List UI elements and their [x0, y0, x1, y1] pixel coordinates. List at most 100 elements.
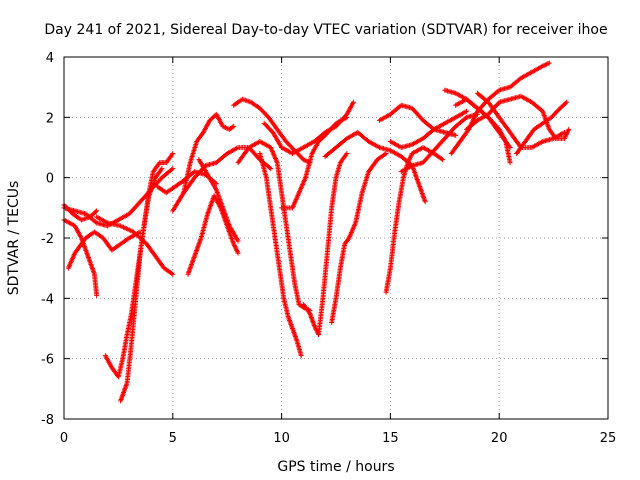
series-sat15: [257, 151, 304, 359]
data-point: [344, 114, 350, 120]
data-point: [261, 120, 267, 126]
data-point: [285, 141, 291, 147]
series-sat04: [65, 229, 143, 271]
data-point: [297, 153, 303, 159]
data-point: [548, 114, 554, 120]
series-sat28: [464, 93, 572, 141]
data-point: [554, 109, 560, 115]
data-point: [68, 209, 74, 215]
series-sat07: [102, 166, 165, 380]
series-sat29: [474, 90, 567, 150]
series-sat03: [61, 217, 100, 298]
data-point: [269, 128, 275, 134]
x-tick-label: 0: [60, 431, 68, 446]
data-point: [262, 121, 268, 127]
data-point: [94, 208, 100, 214]
data-point: [287, 143, 293, 149]
series-sat10: [185, 193, 241, 277]
data-point: [94, 292, 100, 298]
data-point: [555, 108, 561, 114]
data-point: [552, 111, 558, 117]
y-tick-label: 0: [46, 172, 54, 187]
series-sat17: [279, 114, 350, 211]
x-tick-label: 20: [491, 431, 508, 446]
data-point: [258, 106, 264, 112]
series-sat21: [383, 145, 446, 295]
data-point: [284, 140, 290, 146]
series-sat20: [322, 129, 428, 205]
series-sat06: [118, 151, 176, 404]
data-point: [235, 238, 241, 244]
series-sat23: [387, 108, 470, 150]
data-point: [64, 205, 70, 211]
data-point: [453, 132, 459, 138]
data-point: [350, 99, 356, 105]
chart-title: Day 241 of 2021, Sidereal Day-to-day VTE…: [44, 22, 607, 38]
series-sat11: [170, 145, 274, 214]
data-point: [231, 123, 237, 129]
data-point: [550, 113, 556, 119]
data-point: [267, 126, 273, 132]
data-point: [266, 125, 272, 131]
y-tick-label: 2: [46, 111, 54, 126]
data-point: [259, 108, 265, 114]
data-point: [170, 151, 176, 157]
y-tick-label: -8: [41, 413, 54, 428]
y-axis-label: SDTVAR / TECUs: [6, 181, 22, 296]
y-tick-label: -6: [41, 353, 54, 368]
series-sat05: [94, 214, 176, 277]
series-sat30: [514, 99, 570, 157]
data-point: [464, 108, 470, 114]
data-point: [63, 204, 69, 210]
data-point: [62, 203, 68, 209]
data-point: [262, 111, 268, 117]
data-point: [286, 142, 292, 148]
series-sat26: [448, 60, 552, 157]
data-point: [170, 271, 176, 277]
data-point: [566, 126, 572, 132]
data-point: [264, 124, 270, 130]
data-point: [344, 151, 350, 157]
x-axis-label: GPS time / hours: [277, 459, 394, 475]
data-point: [93, 209, 99, 215]
y-tick-label: -4: [41, 292, 54, 307]
data-point: [65, 206, 71, 212]
series-sat14: [235, 138, 313, 313]
axis-ticks: 0 5 10 15 20 25 -8 -6 -4 -2 0 2 4: [41, 51, 616, 446]
y-tick-label: 4: [46, 51, 54, 66]
data-point: [564, 99, 570, 105]
x-tick-label: 15: [382, 431, 399, 446]
data-point: [261, 110, 267, 116]
data-point: [553, 110, 559, 116]
data-point: [66, 207, 72, 213]
data-point: [268, 166, 274, 172]
series-sat12: [196, 157, 241, 244]
data-point: [289, 145, 295, 151]
data-point: [257, 105, 263, 111]
data-point: [268, 127, 274, 133]
data-point: [263, 112, 269, 118]
series-sat18: [300, 151, 350, 338]
data-point: [260, 109, 266, 115]
data-point: [263, 123, 269, 129]
data-point: [561, 129, 567, 135]
data-point: [283, 138, 289, 144]
series-sat19: [329, 151, 389, 325]
data-point: [288, 144, 294, 150]
data-point: [563, 100, 569, 106]
series-sat02: [61, 202, 100, 223]
data-point: [159, 166, 165, 172]
x-tick-label: 5: [169, 431, 177, 446]
series-sat24: [398, 111, 480, 175]
series-sat13: [231, 96, 313, 166]
data-point: [298, 353, 304, 359]
data-point: [298, 154, 304, 160]
data-point: [551, 112, 557, 118]
data-point: [170, 166, 176, 172]
grid-lines: [64, 57, 608, 419]
data-point: [422, 199, 428, 205]
y-tick-label: -2: [41, 232, 54, 247]
data-point: [230, 124, 236, 130]
data-point: [546, 60, 552, 66]
